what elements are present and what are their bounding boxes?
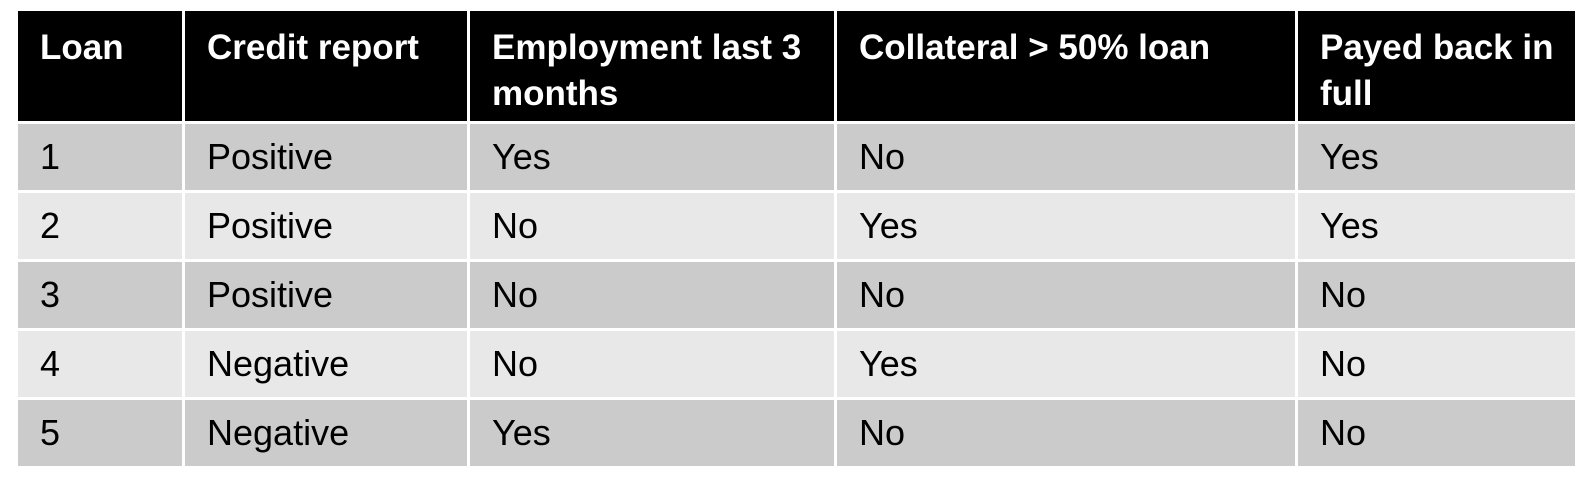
table-cell-payed-back: Yes [1298,193,1575,259]
table-cell-loan: 5 [18,400,182,466]
table-cell-employment: Yes [470,400,834,466]
table-cell-payed-back: Yes [1298,124,1575,190]
table-cell-collateral: No [837,124,1295,190]
table-cell-credit-report: Negative [185,331,467,397]
table-cell-employment: No [470,193,834,259]
table-cell-employment: No [470,331,834,397]
header-payed-back: Payed back in full [1298,11,1575,121]
table-cell-credit-report: Positive [185,193,467,259]
table-cell-collateral: Yes [837,193,1295,259]
table-cell-collateral: No [837,262,1295,328]
header-loan: Loan [18,11,182,121]
table-cell-payed-back: No [1298,400,1575,466]
table-cell-payed-back: No [1298,262,1575,328]
table-cell-collateral: Yes [837,331,1295,397]
loan-table: Loan Credit report Employment last 3 mon… [18,11,1575,466]
table-cell-employment: Yes [470,124,834,190]
header-employment: Employment last 3 months [470,11,834,121]
table-cell-credit-report: Negative [185,400,467,466]
table-cell-loan: 1 [18,124,182,190]
table-cell-payed-back: No [1298,331,1575,397]
table-cell-loan: 2 [18,193,182,259]
table-cell-credit-report: Positive [185,124,467,190]
table-cell-credit-report: Positive [185,262,467,328]
header-collateral: Collateral > 50% loan [837,11,1295,121]
header-credit-report: Credit report [185,11,467,121]
table-cell-loan: 4 [18,331,182,397]
table-cell-collateral: No [837,400,1295,466]
table-cell-employment: No [470,262,834,328]
table-cell-loan: 3 [18,262,182,328]
